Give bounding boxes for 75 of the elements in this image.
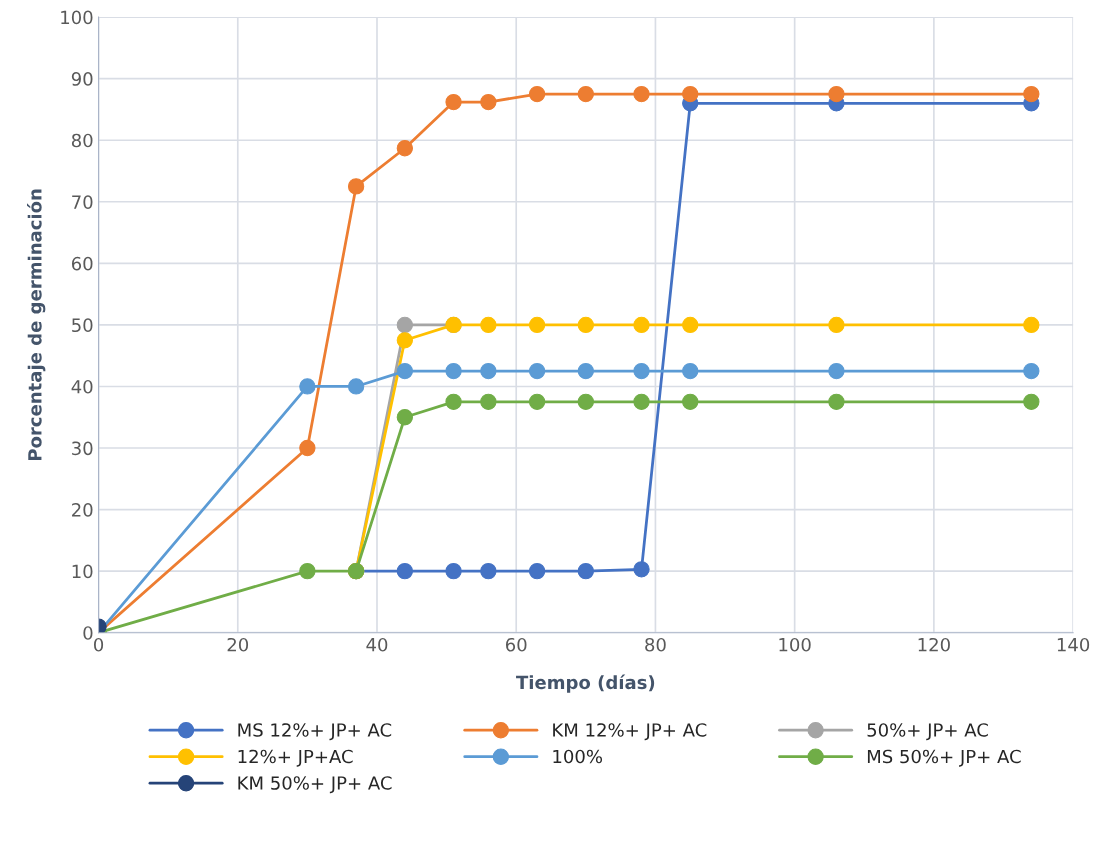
point [480, 562, 497, 580]
point [396, 316, 413, 334]
y-tick-label: 30 [72, 441, 93, 456]
x-axis-title: Tiempo (días) [516, 674, 655, 693]
point [577, 316, 594, 334]
point [528, 562, 546, 580]
point [347, 178, 365, 195]
point [396, 140, 413, 157]
point [633, 85, 650, 103]
x-tick-label: 80 [645, 637, 666, 652]
point [528, 316, 546, 334]
point [445, 393, 462, 411]
x-tick-label: 60 [505, 637, 527, 652]
legend-label: KM 12%+ JP+ AC [553, 723, 707, 741]
point [396, 332, 413, 349]
point [682, 316, 699, 334]
point [299, 562, 316, 580]
y-axis-title: Porcentaje de germinación [27, 189, 46, 461]
legend-label: MS 12%+ JP+ AC [238, 723, 392, 741]
x-tick-label: 40 [366, 637, 388, 652]
point [396, 409, 413, 426]
point [445, 362, 462, 380]
y-tick-label: 90 [71, 72, 93, 86]
y-tick-label: 10 [72, 564, 93, 579]
point [577, 562, 594, 580]
point [480, 393, 497, 411]
point [445, 93, 462, 111]
point [396, 562, 413, 580]
point [682, 393, 699, 411]
point [577, 393, 594, 411]
point [828, 393, 845, 411]
point [633, 393, 650, 411]
y-tick-label: 50 [72, 318, 93, 333]
point [828, 362, 845, 380]
point [682, 85, 699, 103]
point [1023, 316, 1040, 334]
y-tick-label: 40 [71, 379, 93, 394]
point [480, 93, 497, 111]
point [828, 85, 845, 103]
legend-label: 50%+ JP+ AC [867, 723, 988, 741]
y-tick-label: 100 [61, 10, 93, 25]
point [299, 439, 316, 457]
point [347, 378, 365, 395]
point [480, 316, 497, 334]
x-tick-label: 140 [1057, 637, 1090, 652]
point [1023, 362, 1040, 380]
point [633, 561, 650, 578]
x-tick-label: 120 [918, 637, 950, 652]
point [528, 393, 546, 411]
point [396, 362, 413, 380]
point [299, 378, 316, 395]
point [528, 85, 546, 103]
y-tick-label: 80 [71, 133, 93, 148]
point [1023, 393, 1040, 411]
point [480, 362, 497, 380]
x-tick-label: 100 [779, 637, 811, 652]
point [445, 562, 462, 580]
point [828, 316, 845, 334]
y-tick-label: 20 [72, 503, 93, 517]
y-tick-label: 60 [71, 256, 93, 271]
point [633, 362, 650, 380]
y-tick-label: 0 [83, 626, 93, 640]
legend-label: 100% [553, 749, 603, 764]
point [633, 316, 650, 334]
point [1023, 85, 1040, 103]
point [528, 362, 546, 380]
point [577, 85, 594, 103]
y-tick-label: 70 [72, 195, 93, 209]
point [577, 362, 594, 380]
legend-label: 12%+ JP+AC [238, 749, 353, 767]
x-tick-label: 20 [227, 637, 249, 652]
point [682, 362, 699, 380]
legend-label: MS 50%+ JP+ AC [867, 749, 1021, 767]
legend-label: KM 50%+ JP+ AC [238, 776, 392, 794]
x-tick-label: 0 [94, 637, 104, 652]
